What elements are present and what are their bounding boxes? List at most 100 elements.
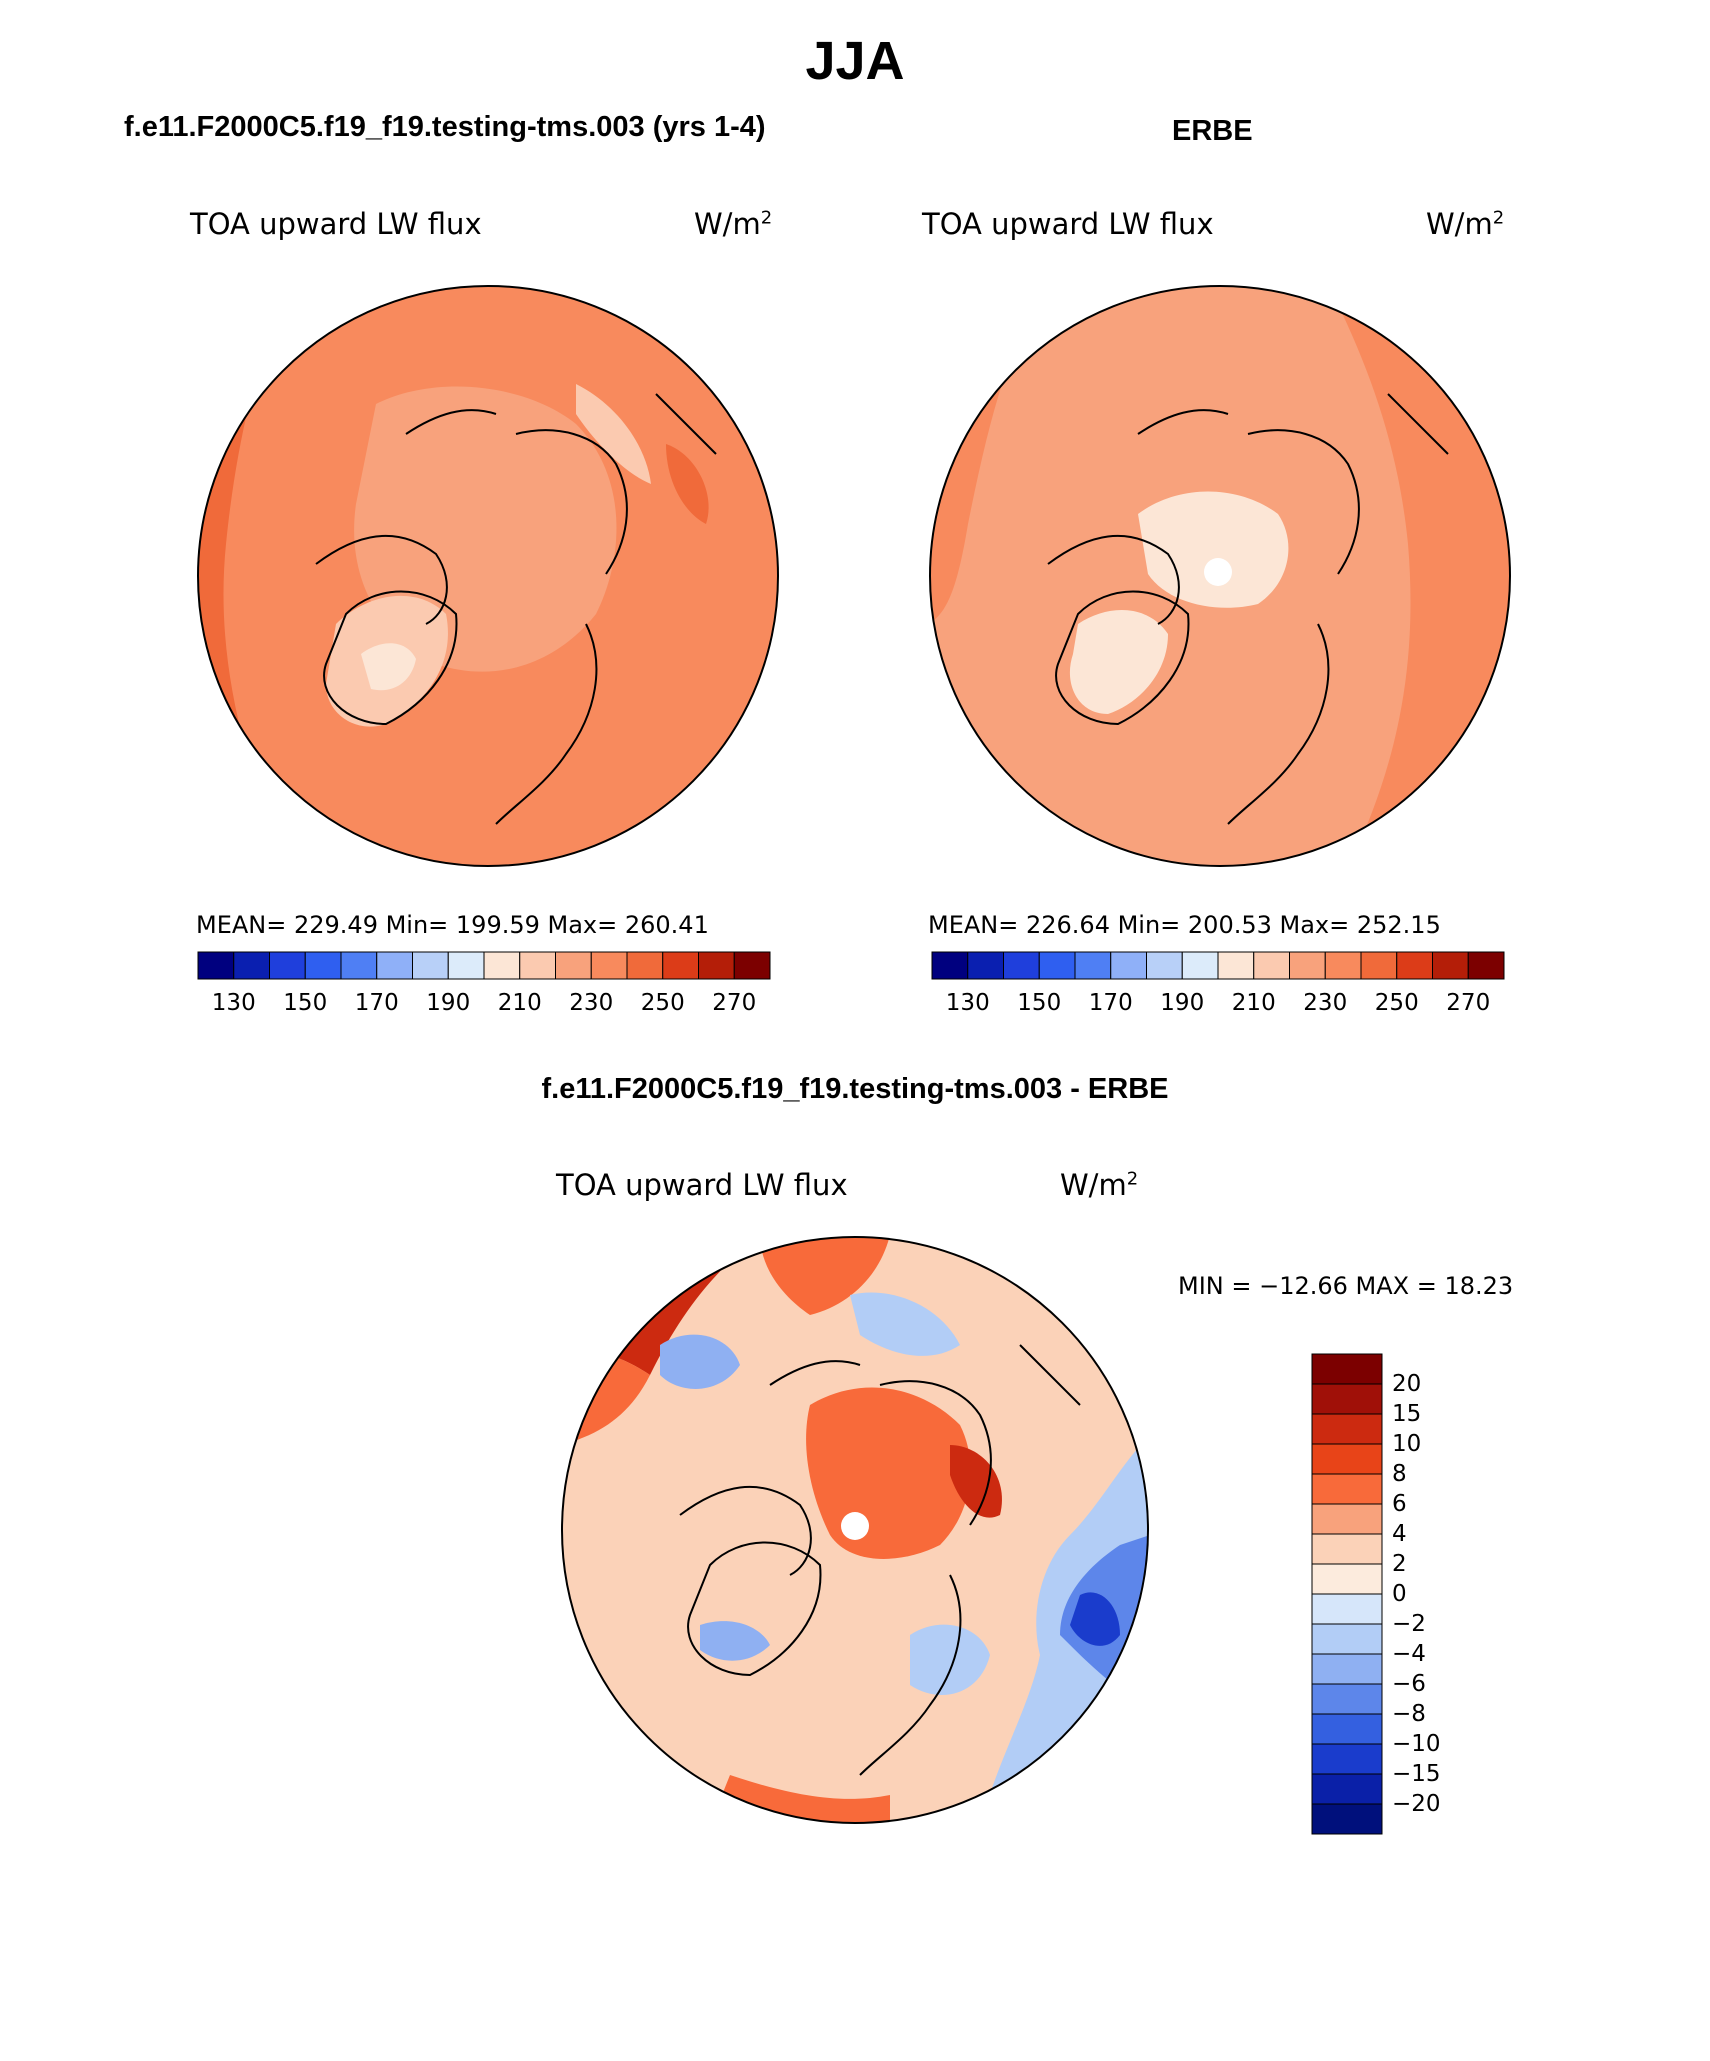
colorbar-tick-label: −8 — [1392, 1701, 1426, 1727]
model-coastline — [315, 393, 717, 825]
diff-colorbar-ticks: 20 15 10 8 6 4 2 0 −2 −4 −6 −8 −10 −15 −20 — [1392, 1354, 1472, 1834]
colorbar-tick-label: 130 — [211, 990, 256, 1016]
obs-variable-label: TOA upward LW flux — [922, 207, 1214, 241]
colorbar-tick-label: 150 — [283, 990, 328, 1016]
obs-colorbar-ticks: 130 150 170 190 210 230 250 270 — [932, 990, 1504, 1018]
model-panel-title: f.e11.F2000C5.f19_f19.testing-tms.003 (y… — [124, 111, 766, 143]
obs-coastline — [1047, 393, 1449, 825]
colorbar-swatch — [1311, 1623, 1383, 1655]
colorbar-tick-label: 170 — [1088, 990, 1133, 1016]
colorbar-swatch — [1181, 951, 1219, 980]
colorbar-swatch — [1311, 1803, 1383, 1835]
colorbar-swatch — [590, 951, 628, 980]
colorbar-swatch — [1360, 951, 1398, 980]
colorbar-tick-label: −2 — [1392, 1611, 1426, 1637]
colorbar-swatch — [1311, 1353, 1383, 1385]
colorbar-swatch — [412, 951, 449, 980]
colorbar-swatch — [1467, 951, 1505, 980]
colorbar-tick-label: −6 — [1392, 1671, 1426, 1697]
obs-pole-hole — [1204, 558, 1232, 586]
colorbar-tick-label: 270 — [1446, 990, 1491, 1016]
colorbar-swatch — [1003, 951, 1040, 980]
colorbar-swatch — [931, 951, 969, 980]
colorbar-swatch — [1311, 1593, 1383, 1625]
colorbar-swatch — [1311, 1533, 1383, 1565]
colorbar-tick-label: 130 — [945, 990, 990, 1016]
diff-variable-label: TOA upward LW flux — [556, 1168, 848, 1202]
colorbar-tick-label: 210 — [1231, 990, 1276, 1016]
colorbar-swatch — [1146, 951, 1183, 980]
main-title: JJA — [805, 31, 905, 91]
colorbar-swatch — [733, 951, 771, 980]
colorbar-tick-label: −20 — [1392, 1791, 1441, 1817]
diff-polar-map — [561, 1236, 1149, 1824]
diff-coastline — [679, 1344, 1081, 1776]
obs-colorbar — [931, 951, 1505, 980]
obs-stats: MEAN= 226.64 Min= 200.53 Max= 252.15 — [928, 911, 1441, 939]
colorbar-swatch — [233, 951, 270, 980]
diff-pole-hole — [841, 1512, 869, 1540]
colorbar-swatch — [447, 951, 485, 980]
model-units-label: W/m2 — [694, 207, 773, 241]
colorbar-swatch — [626, 951, 664, 980]
model-colorbar-ticks: 130 150 170 190 210 230 250 270 — [198, 990, 770, 1018]
obs-panel-title: ERBE — [1172, 115, 1253, 147]
colorbar-swatch — [269, 951, 306, 980]
diff-units-label: W/m2 — [1060, 1168, 1139, 1202]
colorbar-swatch — [1311, 1563, 1383, 1595]
diff-minmax: MIN = −12.66 MAX = 18.23 — [1178, 1272, 1514, 1300]
colorbar-tick-label: −10 — [1392, 1731, 1441, 1757]
model-stats: MEAN= 229.49 Min= 199.59 Max= 260.41 — [196, 911, 709, 939]
colorbar-swatch — [304, 951, 342, 980]
colorbar-tick-label: 170 — [354, 990, 399, 1016]
colorbar-tick-label: 250 — [640, 990, 685, 1016]
colorbar-swatch — [197, 951, 235, 980]
diff-panel-title: f.e11.F2000C5.f19_f19.testing-tms.003 - … — [541, 1073, 1169, 1105]
colorbar-tick-label: −15 — [1392, 1761, 1441, 1787]
colorbar-swatch — [1311, 1713, 1383, 1745]
colorbar-swatch — [1253, 951, 1290, 980]
colorbar-swatch — [1110, 951, 1147, 980]
colorbar-tick-label: 230 — [1303, 990, 1348, 1016]
colorbar-tick-label: 4 — [1392, 1521, 1407, 1547]
colorbar-swatch — [1311, 1683, 1383, 1715]
colorbar-tick-label: 15 — [1392, 1401, 1422, 1427]
colorbar-swatch — [1311, 1773, 1383, 1805]
colorbar-swatch — [376, 951, 413, 980]
colorbar-swatch — [483, 951, 521, 980]
colorbar-tick-label: 10 — [1392, 1431, 1422, 1457]
colorbar-swatch — [1038, 951, 1076, 980]
colorbar-swatch — [1311, 1383, 1383, 1415]
model-variable-label: TOA upward LW flux — [190, 207, 482, 241]
colorbar-tick-label: 150 — [1017, 990, 1062, 1016]
colorbar-swatch — [340, 951, 378, 980]
colorbar-swatch — [1074, 951, 1112, 980]
diff-positive-center — [806, 1387, 971, 1559]
colorbar-swatch — [1311, 1413, 1383, 1445]
colorbar-tick-label: 270 — [712, 990, 757, 1016]
colorbar-swatch — [1311, 1653, 1383, 1685]
diff-colorbar — [1311, 1353, 1383, 1835]
colorbar-swatch — [1324, 951, 1362, 980]
colorbar-tick-label: 190 — [426, 990, 471, 1016]
colorbar-swatch — [1311, 1473, 1383, 1505]
colorbar-swatch — [1311, 1743, 1383, 1775]
model-polar-map — [197, 285, 779, 867]
colorbar-tick-label: 210 — [497, 990, 542, 1016]
colorbar-swatch — [1217, 951, 1255, 980]
colorbar-swatch — [1396, 951, 1433, 980]
colorbar-tick-label: 6 — [1392, 1491, 1407, 1517]
colorbar-tick-label: 20 — [1392, 1371, 1422, 1397]
colorbar-swatch — [662, 951, 699, 980]
colorbar-swatch — [698, 951, 735, 980]
colorbar-tick-label: 0 — [1392, 1581, 1407, 1607]
colorbar-tick-label: 8 — [1392, 1461, 1407, 1487]
colorbar-tick-label: 190 — [1160, 990, 1205, 1016]
colorbar-swatch — [1289, 951, 1326, 980]
obs-units-label: W/m2 — [1426, 207, 1505, 241]
obs-polar-map — [929, 285, 1511, 867]
colorbar-swatch — [1432, 951, 1469, 980]
colorbar-tick-label: 250 — [1374, 990, 1419, 1016]
obs-arctic-region — [1138, 491, 1289, 608]
colorbar-tick-label: 230 — [569, 990, 614, 1016]
